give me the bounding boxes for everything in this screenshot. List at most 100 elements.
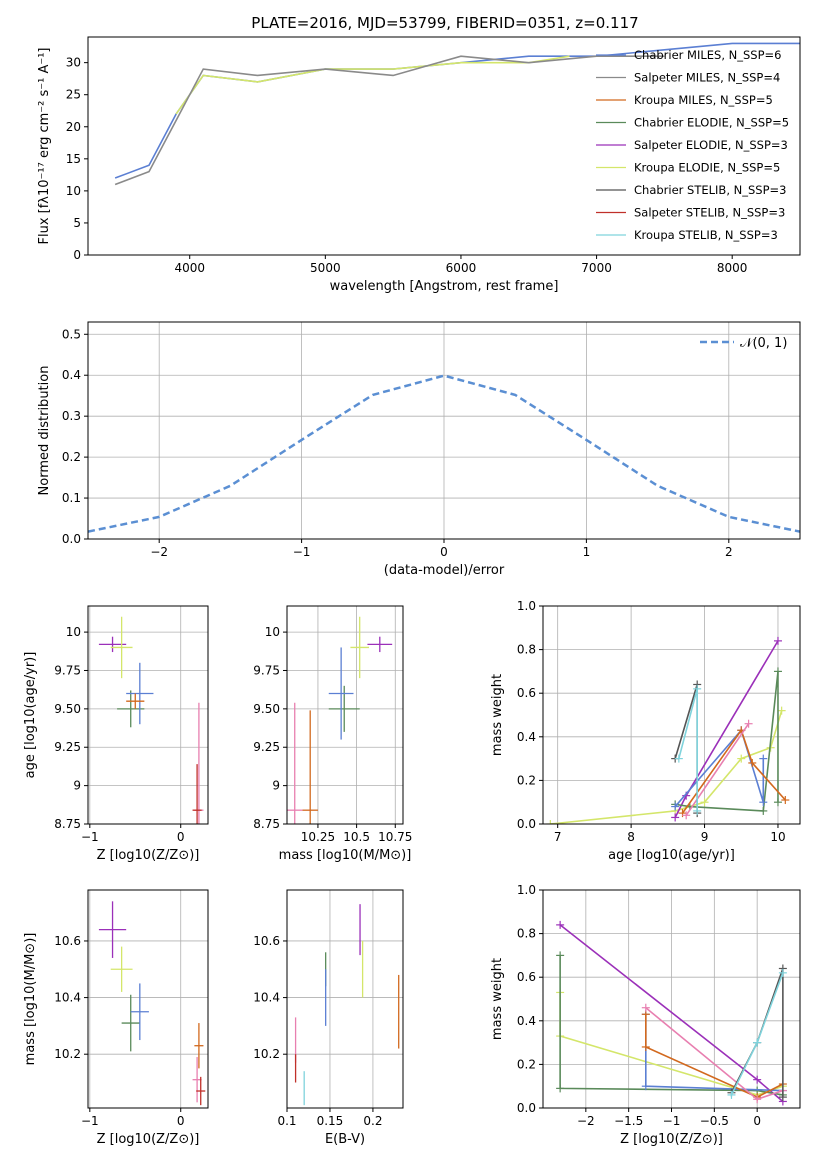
x-tick-label: 0.15 <box>317 1114 344 1128</box>
panel-mass_vs_Z: −1 0 10.2 10.4 10.6 Z [log10(Z/Z⊙)] mass [log1… <box>23 889 209 1147</box>
series-line <box>114 55 665 186</box>
plot-area <box>294 904 400 1106</box>
y-tick-label: 9.25 <box>54 740 81 754</box>
series-line <box>681 728 786 814</box>
x-tick-label: −1 <box>293 545 311 559</box>
axes-frame <box>286 889 404 1109</box>
y-tick-label: 0.4 <box>517 730 536 744</box>
axes-frame <box>87 889 209 1109</box>
y-axis-label: mass weight <box>490 674 505 756</box>
panel-mass_vs_EBV: 0.1 0.15 0.2 10.2 10.4 10.6 E(B-V) <box>253 889 404 1147</box>
x-tick-label: 0.1 <box>277 1114 296 1128</box>
plot-area <box>98 901 206 1106</box>
y-tick-label: 0.0 <box>517 1101 536 1115</box>
x-tick-label: 6000 <box>446 261 477 275</box>
x-axis-label: mass [log10(M/M⊙)] <box>279 848 412 863</box>
x-tick-label: 7 <box>554 830 562 844</box>
legend-label: Kroupa MILES, N_SSP=5 <box>634 93 773 107</box>
y-tick-label: 10 <box>66 625 81 639</box>
axes-frame <box>87 605 209 825</box>
y-tick-label: 10 <box>265 625 280 639</box>
figure-title: PLATE=2016, MJD=53799, FIBERID=0351, z=0… <box>251 14 638 32</box>
y-tick-label: 0.6 <box>517 970 536 984</box>
y-tick-label: 10 <box>66 184 81 198</box>
legend-label: Chabrier ELODIE, N_SSP=5 <box>634 116 789 130</box>
y-tick-label: 30 <box>66 56 81 70</box>
y-tick-label: 9.75 <box>253 663 280 677</box>
x-tick-label: 7000 <box>581 261 612 275</box>
y-tick-label: 1.0 <box>517 599 536 613</box>
panel-weight_vs_Z: −2 −1.5 −1 −0.5 0 0.0 0.2 0.4 0.6 0.8 1.0 Z [log10(… <box>490 883 801 1147</box>
series-line <box>685 723 750 816</box>
axes-frame <box>542 889 801 1109</box>
y-tick-label: 0.6 <box>517 686 536 700</box>
series-line <box>88 374 800 533</box>
x-tick-label: 4000 <box>174 261 205 275</box>
panels-group: 4000 5000 6000 7000 8000051015202530waveleng… <box>23 36 801 1147</box>
y-tick-label: 9.50 <box>253 702 280 716</box>
legend-label: Chabrier MILES, N_SSP=6 <box>634 48 781 62</box>
y-tick-label: 10.4 <box>54 991 81 1005</box>
x-tick-label: −1 <box>81 830 99 844</box>
x-tick-label: 10.5 <box>343 830 370 844</box>
y-tick-label: 0.8 <box>517 927 536 941</box>
x-tick-label: 0 <box>177 830 185 844</box>
y-tick-label: 10.6 <box>54 934 81 948</box>
legend-label: Kroupa STELIB, N_SSP=3 <box>634 228 778 242</box>
y-tick-label: 0.0 <box>62 532 81 546</box>
y-tick-label: 0.2 <box>517 1057 536 1071</box>
x-tick-label: 5000 <box>310 261 341 275</box>
x-tick-label: −2 <box>577 1114 595 1128</box>
y-tick-label: 1.0 <box>517 883 536 897</box>
y-tick-label: 9.50 <box>54 702 81 716</box>
x-tick-label: 10.75 <box>378 830 412 844</box>
y-tick-label: 8.75 <box>253 817 280 831</box>
y-tick-label: 10.4 <box>253 991 280 1005</box>
x-tick-label: 0 <box>177 1114 185 1128</box>
x-tick-label: −1.5 <box>614 1114 643 1128</box>
x-tick-label: 0 <box>753 1114 761 1128</box>
x-tick-label: 9 <box>701 830 709 844</box>
x-axis-label: (data-model)/error <box>384 563 505 578</box>
axes-frame <box>87 36 801 256</box>
axes-frame <box>87 321 801 540</box>
x-axis-label: E(B-V) <box>325 1132 365 1147</box>
x-tick-label: 10.25 <box>301 830 335 844</box>
x-axis-label: Z [log10(Z/Z⊙)] <box>97 1132 200 1147</box>
x-tick-label: −1 <box>81 1114 99 1128</box>
x-tick-label: 0.2 <box>363 1114 382 1128</box>
plot-area <box>98 616 204 824</box>
panel-age_vs_Z: −1 0 8.75 9 9.25 9.50 9.75 10 Z [log10(Z/Z⊙)] age… <box>23 605 209 863</box>
axes-frame <box>286 605 404 825</box>
legend-label: Kroupa ELODIE, N_SSP=5 <box>634 161 780 175</box>
y-tick-label: 0.2 <box>62 450 81 464</box>
series-line <box>175 55 570 115</box>
y-tick-label: 0.0 <box>517 817 536 831</box>
y-tick-label: 0.2 <box>517 773 536 787</box>
x-axis-label: wavelength [Angstrom, rest frame] <box>330 279 559 294</box>
series-line <box>644 1014 784 1098</box>
x-tick-label: 2 <box>725 545 733 559</box>
series-line <box>550 710 783 824</box>
y-axis-label: Normed distribution <box>37 366 52 496</box>
panel-residuals: −2 −1 0 1 2 0.0 0.1 0.2 0.3 0.4 0.5 (data-model)/er… <box>37 321 801 578</box>
legend-label: Salpeter MILES, N_SSP=4 <box>634 71 780 85</box>
plot-area <box>546 636 790 824</box>
x-tick-label: −1 <box>663 1114 681 1128</box>
legend-label: Chabrier STELIB, N_SSP=3 <box>634 183 786 197</box>
x-axis-label: Z [log10(Z/Z⊙)] <box>620 1132 723 1147</box>
panel-spectrum: 4000 5000 6000 7000 8000 0 5 10 15 20 25 30 waveleng… <box>37 36 801 294</box>
x-tick-label: 0 <box>440 545 448 559</box>
series-line <box>559 955 784 1096</box>
y-tick-label: 9 <box>73 779 81 793</box>
panel-weight_vs_age: 7 8 9 10 0.0 0.2 0.4 0.6 0.8 1.0 age [log10(age/yr… <box>490 599 801 863</box>
x-axis-label: Z [log10(Z/Z⊙)] <box>97 848 200 863</box>
y-tick-label: 0.8 <box>517 643 536 657</box>
x-tick-label: 8 <box>627 830 635 844</box>
x-tick-label: 8000 <box>717 261 748 275</box>
y-tick-label: 0.4 <box>517 1014 536 1028</box>
panel-age_vs_mass: 10.25 10.5 10.75 8.75 9 9.25 9.50 9.75 10 mass [l… <box>253 605 412 863</box>
legend-label: Salpeter ELODIE, N_SSP=3 <box>634 138 788 152</box>
y-tick-label: 9 <box>272 779 280 793</box>
